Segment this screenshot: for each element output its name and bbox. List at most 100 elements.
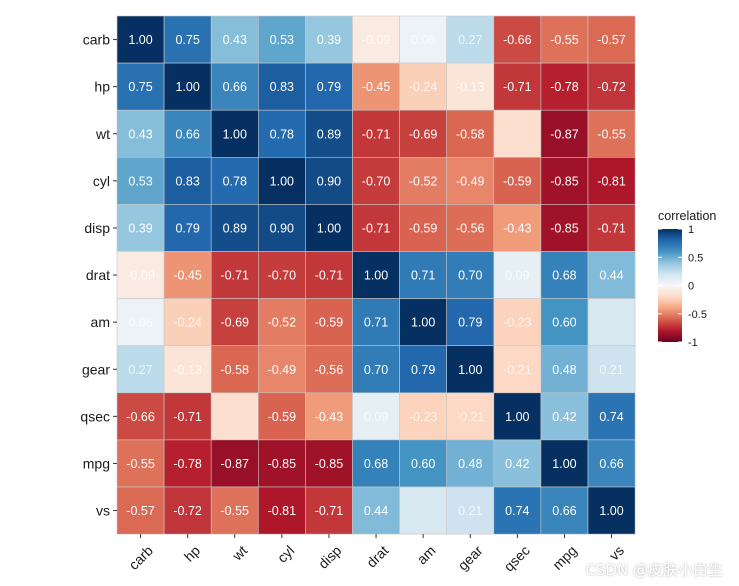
- heatmap-cell-label: -0.70: [362, 174, 391, 188]
- heatmap-cell-label: -0.23: [409, 410, 438, 424]
- heatmap-cell-label: 0.27: [458, 33, 482, 47]
- heatmap-cell-mpg-gear: [446, 439, 495, 488]
- heatmap-cell-label: -0.49: [456, 174, 485, 188]
- heatmap-cell-label: 1.00: [128, 33, 152, 47]
- x-tick-label: qsec: [501, 542, 533, 574]
- heatmap-cell-carb-gear: [446, 15, 495, 64]
- y-tick-label: am: [91, 314, 110, 330]
- legend-ticks: 1 0.5 0 -0.5 -1: [658, 224, 707, 349]
- heatmap-cell-gear-vs: [587, 345, 636, 394]
- heatmap-cell-qsec-wt: [210, 392, 259, 441]
- heatmap-cell-label: 0.78: [270, 127, 294, 141]
- legend-tick-label: 0.5: [688, 252, 703, 264]
- heatmap-cell-label: -0.87: [550, 127, 579, 141]
- heatmap-cell-hp-mpg: [540, 62, 589, 111]
- heatmap-cell-label: 0.60: [552, 316, 576, 330]
- heatmap-cell-label: -0.21: [503, 363, 532, 377]
- heatmap-cell-label: -0.55: [597, 127, 626, 141]
- heatmap-cell-label: 0.06: [411, 33, 435, 47]
- heatmap-cell-gear-disp: [305, 345, 353, 394]
- heatmap-cell-label: 0.44: [364, 504, 388, 518]
- x-tick-label: gear: [455, 542, 486, 573]
- heatmap-cell-mpg-wt: [210, 439, 259, 488]
- heatmap-cell-vs-gear: [446, 486, 495, 535]
- heatmap-cell-label: -0.58: [221, 363, 250, 377]
- heatmap-cell-drat-qsec: [493, 251, 542, 299]
- heatmap-cell-label: -0.59: [409, 221, 438, 235]
- heatmap-cell-label: 1.00: [364, 269, 388, 283]
- heatmap-cell-label: -0.43: [315, 410, 344, 424]
- heatmap-cell-disp-vs: [587, 204, 636, 252]
- x-tick-label: drat: [363, 542, 391, 570]
- heatmap-cell-label: -0.71: [315, 269, 344, 283]
- heatmap-cell-label: -0.56: [315, 363, 344, 377]
- heatmap-cell-label: -0.70: [268, 269, 297, 283]
- heatmap-cell-am-carb: [116, 298, 165, 347]
- heatmap-cell-gear-mpg: [540, 345, 589, 394]
- heatmap-cell-hp-qsec: [493, 62, 542, 111]
- heatmap-cell-label: -0.13: [456, 80, 485, 94]
- heatmap-cell-label: -0.52: [409, 174, 438, 188]
- heatmap-cell-label: 0.44: [599, 269, 623, 283]
- x-tick-label: mpg: [549, 542, 580, 573]
- heatmap-cell-label: 0.60: [411, 457, 435, 471]
- heatmap-cell-label: 0.21: [458, 504, 482, 518]
- heatmap-cell-label: 0.89: [317, 127, 341, 141]
- heatmap-cell-label: 0.66: [599, 457, 623, 471]
- heatmap-cell-hp-vs: [587, 62, 636, 111]
- heatmap-cell-qsec-qsec: [493, 392, 542, 441]
- heatmap-cell-label: 0.21: [599, 363, 623, 377]
- heatmap-cell-hp-gear: [446, 62, 495, 111]
- heatmap-cell-label: -0.09: [362, 33, 391, 47]
- heatmap-cell-cyl-wt: [210, 157, 259, 205]
- heatmap-cell-cyl-hp: [163, 157, 212, 205]
- heatmap-cell-disp-qsec: [493, 204, 542, 252]
- heatmap-cell-am-gear: [446, 298, 495, 347]
- heatmap-cell-label: 0.75: [128, 80, 152, 94]
- heatmap-cell-label: 1.00: [458, 363, 482, 377]
- y-tick-label: carb: [83, 32, 110, 48]
- heatmap-cell-vs-wt: [210, 486, 259, 535]
- heatmap-cell-cyl-mpg: [540, 157, 589, 205]
- heatmap-cell-cyl-qsec: [493, 157, 542, 205]
- heatmap-cell-label: 0.66: [175, 127, 199, 141]
- heatmap-cell-label: 0.27: [128, 363, 152, 377]
- heatmap-cell-qsec-cyl: [257, 392, 306, 441]
- heatmap-cell-label: -0.85: [550, 221, 579, 235]
- heatmap-cell-labels: 1.00 0.75 0.43 0.53 0.39 -0.09 0.06 0.27 -0.66 -0…: [126, 33, 626, 518]
- heatmap-cell-label: -0.71: [315, 504, 344, 518]
- heatmap-cell-label: -0.56: [456, 221, 485, 235]
- heatmap-cell-label: -0.85: [315, 457, 344, 471]
- heatmap-cell-cyl-cyl: [257, 157, 306, 205]
- y-tick-label: gear: [82, 361, 110, 377]
- legend-title: correlation: [658, 209, 716, 223]
- heatmap-cell-mpg-disp: [305, 439, 353, 488]
- heatmap-cell-label: 0.89: [223, 221, 247, 235]
- heatmap-cell-carb-carb: [116, 15, 165, 64]
- legend-tick-label: -0.5: [688, 309, 707, 321]
- heatmap-cell-label: 1.00: [175, 80, 199, 94]
- heatmap-cell-drat-cyl: [257, 251, 306, 299]
- heatmap-cell-label: -0.57: [597, 33, 626, 47]
- heatmap-cell-carb-vs: [587, 15, 636, 64]
- heatmap-cell-drat-drat: [352, 251, 400, 299]
- heatmap-cell-label: 0.53: [128, 174, 152, 188]
- heatmap-cell-wt-vs: [587, 109, 636, 158]
- heatmap-cell-disp-disp: [305, 204, 353, 252]
- heatmap-cell-label: -0.23: [503, 316, 532, 330]
- heatmap-cells: [116, 15, 636, 535]
- heatmap-cell-am-qsec: [493, 298, 542, 347]
- heatmap-cell-label: -0.72: [597, 80, 626, 94]
- heatmap-cell-label: -0.57: [126, 504, 155, 518]
- heatmap-cell-wt-drat: [352, 109, 400, 158]
- x-tick-label: am: [414, 542, 439, 567]
- heatmap-cell-hp-wt: [210, 62, 259, 111]
- heatmap-cell-label: 0.79: [458, 316, 482, 330]
- heatmap-cell-cyl-drat: [352, 157, 400, 205]
- heatmap-cell-label: 0.74: [599, 410, 623, 424]
- color-legend: correlation 1 0.5 0 -0.5 -1: [658, 209, 716, 349]
- heatmap-cell-label: -0.55: [550, 33, 579, 47]
- watermark: CSDN @皮肤小白生: [585, 561, 723, 579]
- heatmap-cell-vs-mpg: [540, 486, 589, 535]
- heatmap-cell-label: -0.87: [221, 457, 250, 471]
